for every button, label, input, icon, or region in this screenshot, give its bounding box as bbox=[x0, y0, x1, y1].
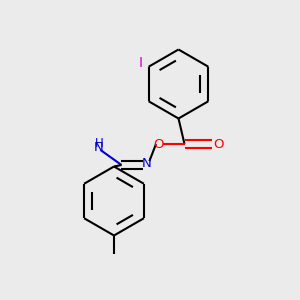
Text: H: H bbox=[94, 137, 103, 150]
Text: N: N bbox=[94, 141, 104, 154]
Text: N: N bbox=[142, 157, 152, 170]
Text: O: O bbox=[153, 137, 163, 151]
Text: O: O bbox=[213, 137, 223, 151]
Text: I: I bbox=[139, 56, 143, 70]
